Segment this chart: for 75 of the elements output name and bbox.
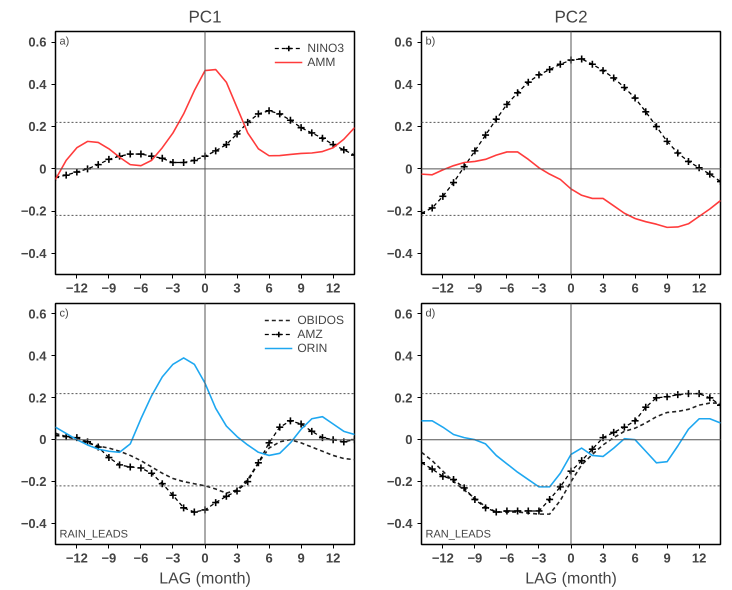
x-tick-label: 6: [265, 550, 273, 566]
x-tick-label: 3: [233, 550, 241, 566]
chart-title: PC1: [188, 8, 222, 26]
y-tick-label: 0.2: [394, 119, 413, 134]
y-tick-label: 0.6: [394, 306, 413, 322]
y-tick-label: 0.6: [394, 34, 413, 50]
y-tick-label: −0.2: [20, 474, 47, 490]
x-tick-label: 3: [599, 280, 607, 296]
y-tick-label: 0.2: [394, 390, 413, 406]
x-tick-label: −6: [500, 280, 514, 296]
x-tick-label: −6: [134, 550, 148, 566]
x-tick-label: −9: [101, 550, 116, 566]
x-tick-label: −9: [101, 280, 116, 296]
x-tick-label: 0: [201, 550, 209, 566]
annotation: d): [426, 308, 436, 320]
y-tick-label: 0.4: [28, 76, 48, 92]
x-tick-label: −6: [500, 550, 514, 566]
x-tick-label: 12: [326, 550, 340, 566]
annotation: RAN_LEADS: [426, 528, 491, 540]
x-tick-label: −9: [467, 280, 482, 296]
x-tick-label: 0: [567, 280, 575, 296]
y-tick-label: −0.4: [386, 516, 414, 532]
chart-title: PC2: [554, 8, 588, 26]
y-tick-label: 0.2: [28, 119, 47, 134]
y-tick-label: 0: [39, 161, 47, 176]
x-tick-label: 9: [297, 280, 305, 296]
x-tick-label: 12: [692, 550, 706, 566]
x-tick-label: 6: [265, 280, 273, 296]
x-tick-label: 9: [663, 550, 671, 566]
x-tick-label: 9: [297, 550, 305, 566]
y-tick-label: 0.4: [394, 76, 414, 92]
y-tick-label: −0.4: [386, 246, 414, 261]
annotation: b): [426, 36, 436, 48]
annotation: RAIN_LEADS: [60, 528, 128, 540]
y-tick-label: −0.2: [386, 204, 413, 219]
x-tick-label: −9: [467, 550, 482, 566]
x-tick-label: 6: [631, 550, 639, 566]
x-axis-title: LAG (month): [525, 570, 617, 588]
y-tick-label: 0: [405, 432, 413, 448]
x-tick-label: −3: [166, 280, 180, 296]
x-tick-label: −3: [166, 550, 180, 566]
x-tick-label: 3: [599, 550, 607, 566]
x-tick-label: 9: [663, 280, 671, 296]
x-tick-label: 12: [692, 280, 706, 296]
y-tick-label: 0: [39, 432, 47, 448]
legend-label: ORIN: [297, 341, 328, 355]
x-tick-label: −3: [532, 280, 546, 296]
y-tick-label: 0.4: [394, 348, 414, 364]
y-tick-label: −0.2: [386, 474, 413, 490]
x-tick-label: 6: [631, 280, 639, 296]
x-tick-label: −12: [432, 280, 454, 296]
y-tick-label: −0.4: [20, 516, 48, 532]
x-tick-label: 0: [201, 280, 209, 296]
y-tick-label: 0: [405, 161, 413, 176]
x-tick-label: −3: [532, 550, 546, 566]
y-tick-label: 0.4: [28, 348, 48, 364]
x-tick-label: −6: [134, 280, 148, 296]
x-tick-label: 0: [567, 550, 575, 566]
legend-label: NINO3: [307, 41, 344, 55]
legend-label: AMZ: [297, 327, 323, 341]
legend-label: AMM: [307, 55, 336, 69]
x-tick-label: −12: [432, 550, 454, 566]
x-tick-label: 12: [326, 280, 340, 296]
x-tick-label: 3: [233, 280, 241, 296]
legend-label: OBIDOS: [297, 313, 344, 327]
y-tick-label: 0.6: [28, 34, 47, 50]
y-tick-label: 0.6: [28, 306, 47, 322]
annotation: c): [60, 308, 69, 320]
y-tick-label: 0.2: [28, 390, 47, 406]
y-tick-label: −0.2: [20, 204, 47, 219]
annotation: a): [60, 36, 70, 48]
x-tick-label: −12: [66, 280, 88, 296]
x-axis-title: LAG (month): [159, 570, 251, 588]
y-tick-label: −0.4: [20, 246, 48, 261]
x-tick-label: −12: [66, 550, 88, 566]
